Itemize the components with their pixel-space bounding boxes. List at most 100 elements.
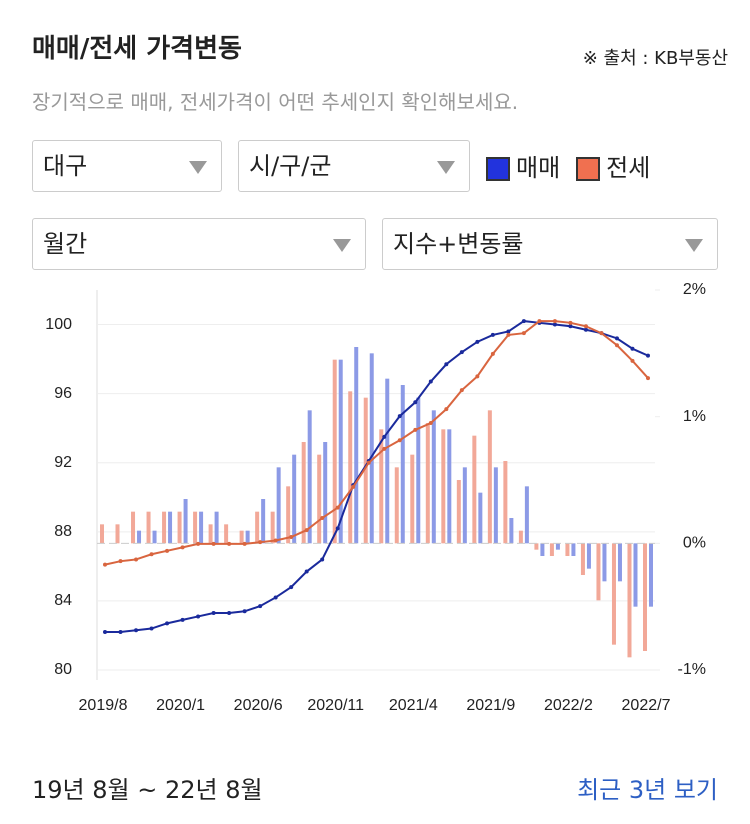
index-point [382, 434, 387, 439]
change-bar [323, 442, 328, 544]
index-point [552, 319, 557, 324]
source: ※ 출처 : KB부동산 [582, 48, 728, 69]
y-tick-label: 92 [54, 454, 72, 471]
y2-tick-label: 0% [683, 535, 706, 552]
index-point [118, 559, 123, 564]
change-bar [456, 480, 461, 544]
change-bar [199, 511, 204, 544]
index-point [568, 320, 573, 325]
index-point [630, 358, 635, 363]
x-tick-label: 2022/7 [622, 697, 671, 714]
index-point [599, 331, 604, 336]
change-bar [162, 511, 167, 544]
index-point [149, 552, 154, 557]
change-bar [369, 353, 374, 544]
legend-item: 매매 [486, 154, 560, 182]
change-bar [509, 518, 514, 544]
change-bar [534, 543, 539, 550]
y-tick-label: 84 [54, 592, 72, 609]
change-bar [633, 543, 638, 607]
index-line [105, 320, 649, 633]
change-bar [478, 492, 483, 544]
index-point [258, 540, 263, 545]
index-point [165, 548, 170, 553]
change-bar [100, 524, 104, 544]
x-tick-label: 2021/4 [389, 697, 438, 714]
index-point [428, 421, 433, 425]
index-point [335, 526, 340, 531]
index-point [366, 460, 371, 465]
index-point [428, 379, 433, 384]
index-point [273, 538, 278, 543]
index-point [646, 376, 650, 381]
y-tick-label: 80 [54, 661, 72, 678]
change-bar [441, 429, 446, 544]
change-bar [487, 410, 492, 544]
change-bar [503, 461, 508, 544]
change-bar [425, 423, 430, 544]
change-bar [146, 511, 151, 544]
change-bar [431, 410, 436, 544]
change-bar [363, 397, 368, 544]
legend-label: 매매 [516, 154, 561, 182]
change-bar [400, 385, 405, 544]
change-bar [447, 429, 452, 544]
index-point [646, 353, 650, 358]
change-bar [580, 543, 585, 575]
change-bar [348, 391, 353, 544]
x-tick-label: 2022/2 [544, 697, 593, 714]
change-bar [224, 524, 229, 544]
index-point [614, 336, 619, 341]
change-bar [208, 524, 213, 544]
y-tick-label: 100 [45, 316, 72, 333]
index-point [583, 324, 588, 329]
index-point [134, 557, 139, 562]
index-point [506, 332, 511, 337]
change-bar [152, 530, 157, 544]
change-bar [565, 543, 570, 556]
period-select[interactable]: 월간 [32, 218, 366, 270]
change-bar [617, 543, 622, 582]
change-bar [239, 530, 244, 544]
x-tick-label: 2020/11 [307, 697, 364, 714]
change-bar [524, 486, 529, 544]
index-point [258, 604, 263, 609]
index-point [165, 621, 170, 626]
district-select[interactable]: 시/구/군 [238, 140, 470, 192]
index-point [506, 329, 511, 334]
index-point [304, 569, 309, 574]
index-point [211, 541, 216, 546]
change-bar [586, 543, 591, 569]
change-bar [270, 511, 275, 544]
index-point [630, 346, 635, 351]
y2-tick-label: -1% [678, 661, 706, 678]
change-bar [410, 454, 415, 544]
index-point [552, 322, 557, 327]
title: 매매/전세 가격변동 [32, 34, 242, 64]
index-point [490, 351, 495, 356]
index-point [304, 528, 309, 533]
index-point [180, 617, 185, 622]
change-bar [379, 429, 384, 544]
recent-link[interactable]: 최근 3년 보기 [577, 776, 718, 804]
region-select[interactable]: 대구 [32, 140, 222, 192]
index-point [134, 628, 139, 633]
change-bar [555, 543, 560, 550]
chart: 80 84 88 92 96 100 -1% 0% 1% 2% 2019/8 2020/1 2020/6… [45, 281, 706, 714]
index-point [118, 630, 123, 634]
index-point [614, 343, 619, 348]
index-point [490, 332, 495, 337]
change-bar [168, 511, 173, 544]
index-point [413, 427, 418, 432]
change-bar [540, 543, 545, 556]
change-bar [261, 499, 266, 544]
change-bar [332, 359, 337, 544]
index-point [289, 585, 294, 590]
change-bar [137, 530, 142, 544]
change-bar [627, 543, 632, 658]
legend-swatch [486, 157, 510, 181]
index-point [475, 339, 480, 344]
index-line [104, 320, 649, 566]
mode-select[interactable]: 지수+변동률 [382, 218, 718, 270]
